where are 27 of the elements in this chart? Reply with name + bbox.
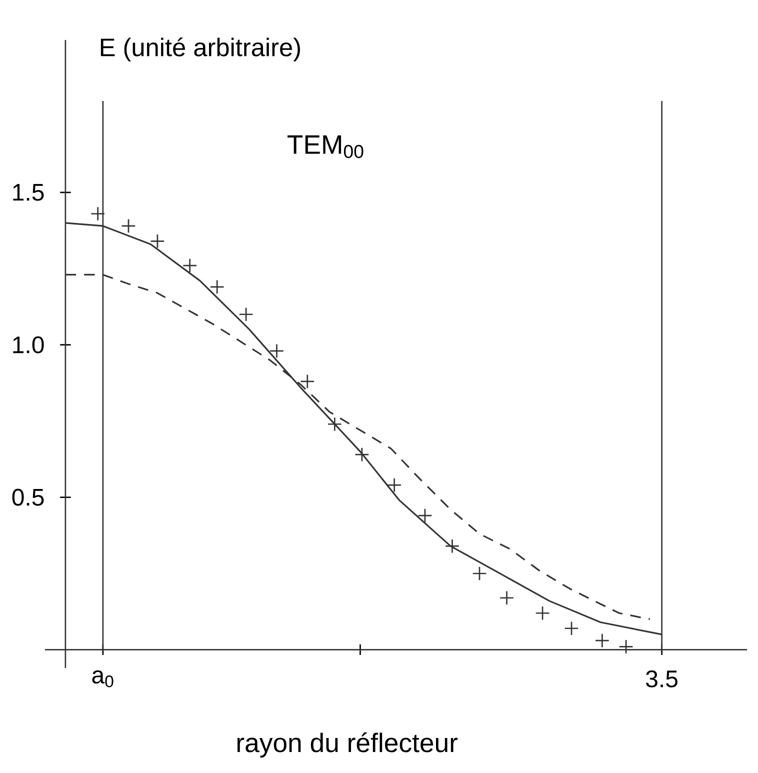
point: [150, 234, 165, 249]
point: [472, 566, 487, 581]
y-axis-title: E (unité arbitraire): [100, 37, 300, 62]
y-tick-label: 1.0: [13, 336, 44, 354]
point: [499, 590, 514, 606]
point: [418, 508, 432, 523]
point: [444, 538, 460, 554]
point: [327, 416, 342, 432]
point: [564, 621, 579, 636]
point: [121, 218, 136, 234]
y-tick-label: 0.5: [12, 488, 44, 506]
point: [594, 633, 610, 648]
x-tick-label: 3.5: [646, 670, 678, 688]
point: [618, 639, 634, 654]
x-axis-title: rayon du réflecteur: [237, 732, 458, 758]
point: [210, 280, 224, 294]
point: [300, 374, 315, 389]
point: [535, 606, 550, 620]
point: [354, 447, 370, 462]
x-tick-label: a$_{0}$: [92, 670, 114, 688]
point: [182, 258, 198, 273]
point: [238, 307, 254, 322]
y-tick-label: 1.5: [13, 184, 44, 201]
text: TEM$_{00}$: [288, 135, 364, 158]
point: [269, 344, 284, 358]
point: [90, 206, 106, 222]
point: [386, 478, 402, 492]
